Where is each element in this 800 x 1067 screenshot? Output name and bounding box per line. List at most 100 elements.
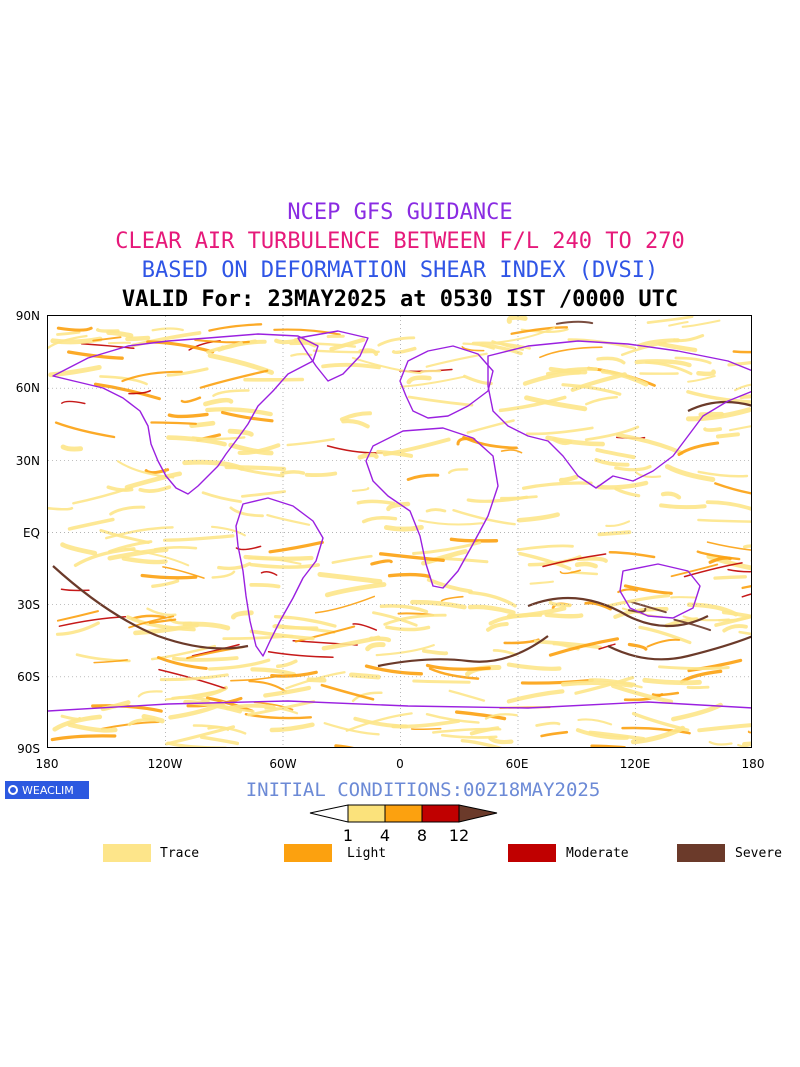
turbulence-streak — [616, 433, 684, 455]
turbulence-streak — [294, 625, 356, 643]
map-canvas — [48, 316, 751, 747]
turbulence-streak — [486, 621, 509, 632]
turbulence-streak — [351, 487, 370, 492]
turbulence-streak — [638, 625, 692, 645]
turbulence-streak — [595, 448, 636, 460]
turbulence-streak — [506, 606, 567, 619]
turbulence-streak — [220, 341, 243, 350]
turbulence-streak — [183, 699, 243, 714]
turbulence-streak — [365, 642, 386, 652]
turbulence-streak — [182, 621, 231, 631]
lat-label-30s: 30S — [17, 598, 40, 612]
turbulence-streak — [741, 593, 751, 598]
turbulence-streak — [646, 316, 694, 324]
turbulence-streak — [570, 571, 599, 576]
turbulence-streak — [166, 367, 209, 377]
turbulence-layer — [48, 316, 751, 747]
lat-label-30n: 30N — [15, 454, 40, 468]
turbulence-streak — [544, 612, 584, 619]
turbulence-streak — [548, 637, 620, 657]
turbulence-streak — [524, 395, 588, 412]
lon-label-180e: 180 — [741, 757, 765, 771]
turbulence-streak — [705, 500, 751, 511]
turbulence-streak — [95, 328, 120, 333]
turbulence-streak — [67, 350, 124, 360]
turbulence-streak — [121, 370, 183, 383]
turbulence-streak — [696, 550, 741, 561]
turbulence-streak — [48, 334, 88, 349]
turbulence-streak — [151, 327, 184, 332]
turbulence-streak — [422, 649, 449, 656]
colorbar-high-arrow — [458, 804, 498, 823]
brand-label: WEACLIM — [22, 783, 74, 797]
turbulence-streak — [521, 481, 593, 490]
turbulence-streak — [500, 449, 523, 454]
turbulence-streak — [148, 618, 177, 624]
turbulence-streak — [714, 482, 751, 495]
turbulence-streak — [634, 359, 692, 368]
turbulence-streak — [613, 607, 669, 619]
turbulence-streak — [199, 369, 269, 389]
turbulence-streak — [687, 375, 716, 383]
turbulence-streak — [352, 623, 378, 631]
legend-label-trace: Trace — [160, 846, 200, 861]
turbulence-streak — [146, 607, 177, 617]
colorbar-low-arrow — [309, 804, 349, 823]
turbulence-streak — [671, 702, 723, 722]
turbulence-streak — [280, 470, 306, 475]
turbulence-streak — [584, 425, 640, 442]
colorbar-bin-3 — [421, 804, 460, 823]
turbulence-streak — [697, 723, 751, 733]
turbulence-streak — [610, 683, 674, 704]
turbulence-streak — [377, 336, 416, 347]
turbulence-streak — [334, 744, 354, 747]
turbulence-streak — [263, 685, 312, 698]
turbulence-streak — [273, 624, 336, 634]
turbulence-streak — [463, 374, 493, 386]
turbulence-streak — [60, 588, 90, 592]
turbulence-streak — [247, 557, 302, 565]
turbulence-streak — [469, 726, 500, 736]
turbulence-streak — [364, 664, 423, 676]
turbulence-streak — [353, 716, 408, 729]
turbulence-streak — [590, 744, 626, 747]
turbulence-streak — [737, 743, 750, 747]
turbulence-streak — [304, 471, 338, 478]
turbulence-streak — [105, 526, 174, 540]
turbulence-streak — [522, 370, 582, 386]
turbulence-streak — [379, 604, 429, 614]
turbulence-streak — [558, 474, 579, 483]
turbulence-streak — [107, 547, 169, 561]
turbulence-streak — [585, 395, 618, 406]
turbulence-streak — [375, 644, 435, 657]
turbulence-streak — [627, 642, 648, 651]
turbulence-streak — [642, 677, 702, 686]
turbulence-streak — [484, 713, 518, 720]
turbulence-streak — [605, 520, 631, 528]
turbulence-streak — [383, 524, 424, 532]
legend-label-severe: Severe — [735, 846, 782, 861]
turbulence-streak — [383, 613, 447, 626]
turbulence-streak — [138, 485, 172, 493]
turbulence-streak — [516, 512, 560, 523]
turbulence-streak — [162, 566, 205, 579]
turbulence-streak — [703, 427, 723, 432]
turbulence-streak — [321, 362, 381, 370]
turbulence-streak — [708, 740, 733, 746]
turbulence-streak — [345, 712, 413, 732]
graticule — [48, 316, 751, 747]
lon-label-120e: 120E — [619, 757, 651, 771]
severe-turbulence-band — [52, 565, 249, 650]
turbulence-streak — [67, 517, 115, 531]
turbulence-streak — [326, 445, 383, 454]
turbulence-map[interactable] — [47, 315, 752, 748]
turbulence-streak — [674, 356, 712, 365]
turbulence-streak — [498, 395, 567, 413]
turbulence-streak — [696, 369, 716, 377]
turbulence-streak — [449, 537, 499, 543]
turbulence-streak — [274, 336, 305, 345]
turbulence-streak — [168, 701, 226, 720]
turbulence-streak — [379, 552, 445, 562]
legend-label-moderate: Moderate — [566, 846, 629, 861]
turbulence-streak — [273, 328, 341, 336]
